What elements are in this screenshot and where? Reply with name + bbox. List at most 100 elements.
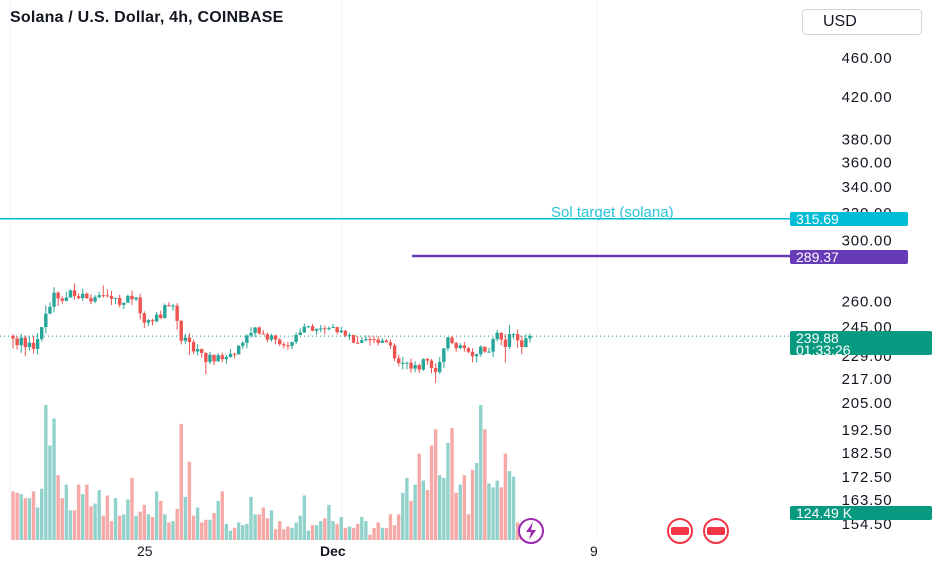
volume-bar (314, 525, 319, 540)
candle-body (483, 346, 487, 352)
candle-body (339, 330, 343, 333)
candle-body (150, 320, 155, 322)
earnings-icon[interactable] (667, 518, 693, 544)
volume-bar (138, 511, 142, 540)
volume-bar (93, 503, 97, 540)
candle-body (286, 345, 290, 347)
candle-body (384, 340, 389, 343)
candle-body (113, 297, 118, 299)
candle-body (487, 351, 491, 353)
y-tick-label: 260.00 (842, 294, 893, 311)
volume-bar (347, 526, 352, 540)
candle-body (19, 337, 23, 346)
y-tick-label: 460.00 (842, 50, 893, 67)
candle-body (261, 333, 265, 335)
volume-bar (187, 461, 192, 540)
volume-bar (413, 484, 417, 540)
candle-body (368, 339, 372, 341)
volume-bar (48, 445, 52, 540)
candle-body (220, 355, 224, 360)
volume-bar (368, 534, 372, 540)
candle-body (438, 361, 442, 373)
volume-bar (433, 429, 438, 540)
x-tick-9: 9 (590, 543, 598, 559)
candle-body (146, 320, 151, 323)
candle-body (425, 359, 430, 361)
y-axis[interactable]: 460.00420.00380.00360.00340.00320.00300.… (842, 50, 893, 533)
volume-bar (122, 514, 126, 540)
volume-bar (405, 477, 409, 540)
y-tick-label: 192.50 (842, 422, 893, 439)
candle-body (15, 338, 19, 346)
volume-bar (146, 514, 151, 540)
volume-bar (474, 463, 479, 540)
candle-body (269, 335, 274, 340)
volume-bar (249, 496, 253, 540)
candle-body (503, 339, 508, 347)
currency-selector[interactable]: USD (802, 9, 922, 35)
volume-bar (499, 487, 503, 540)
volume-bar (52, 418, 56, 540)
candle-body (154, 314, 159, 322)
volume-bar (167, 522, 171, 540)
volume-bar (372, 527, 376, 540)
candle-body (212, 354, 216, 362)
candle-body (216, 355, 220, 362)
candle-body (257, 327, 261, 334)
chart-icons[interactable] (518, 518, 729, 544)
candle-body (44, 313, 48, 328)
volume-bar (462, 475, 467, 540)
volume-badge: 124.49 K (790, 506, 932, 520)
volume-bar (97, 490, 101, 540)
candle-body (52, 292, 56, 307)
volume-bar (294, 522, 298, 540)
candle-body (376, 339, 380, 343)
candle-body (528, 336, 532, 339)
candle-body (507, 334, 512, 347)
candle-body (470, 351, 475, 357)
volume-bar (171, 521, 175, 540)
dividends-icon[interactable] (703, 518, 729, 544)
volume-bar (429, 445, 434, 540)
volume-bar (195, 507, 200, 540)
candle-body (191, 341, 196, 352)
volume-bar (495, 480, 499, 540)
volume-bar (253, 514, 257, 540)
volume-bar (355, 523, 360, 540)
candle-body (290, 341, 294, 346)
lightning-icon[interactable] (518, 518, 544, 544)
candle-body (89, 298, 93, 302)
volume-bar (319, 521, 323, 540)
candle-body (355, 342, 360, 344)
candle-body (105, 295, 110, 297)
volume-bar (241, 525, 245, 540)
candle-body (183, 337, 188, 341)
volume-bar (208, 519, 212, 540)
candle-body (515, 334, 520, 341)
volume-bar (364, 521, 368, 540)
volume-bar (228, 530, 233, 540)
candle-body (462, 345, 467, 349)
candle-body (306, 326, 311, 328)
candle-body (520, 340, 524, 348)
volume-bar (89, 506, 93, 540)
candle-body (421, 359, 426, 370)
candle-body (319, 328, 323, 330)
volume-bar (360, 517, 364, 540)
volume-bar (64, 484, 69, 540)
volume-bar (204, 519, 208, 540)
volume-bar (310, 525, 315, 540)
candle-body (11, 335, 15, 339)
horizontal-lines[interactable] (0, 218, 790, 337)
volume-bar (470, 469, 475, 540)
candle-body (236, 345, 241, 355)
volume-bar (212, 513, 216, 540)
volume-bar (56, 475, 60, 540)
volume-bar (105, 495, 110, 540)
volume-bar (183, 496, 188, 540)
candle-body (195, 349, 200, 352)
volume-bar (44, 405, 48, 540)
volume-bar (388, 514, 393, 540)
volume-bar (286, 526, 290, 540)
